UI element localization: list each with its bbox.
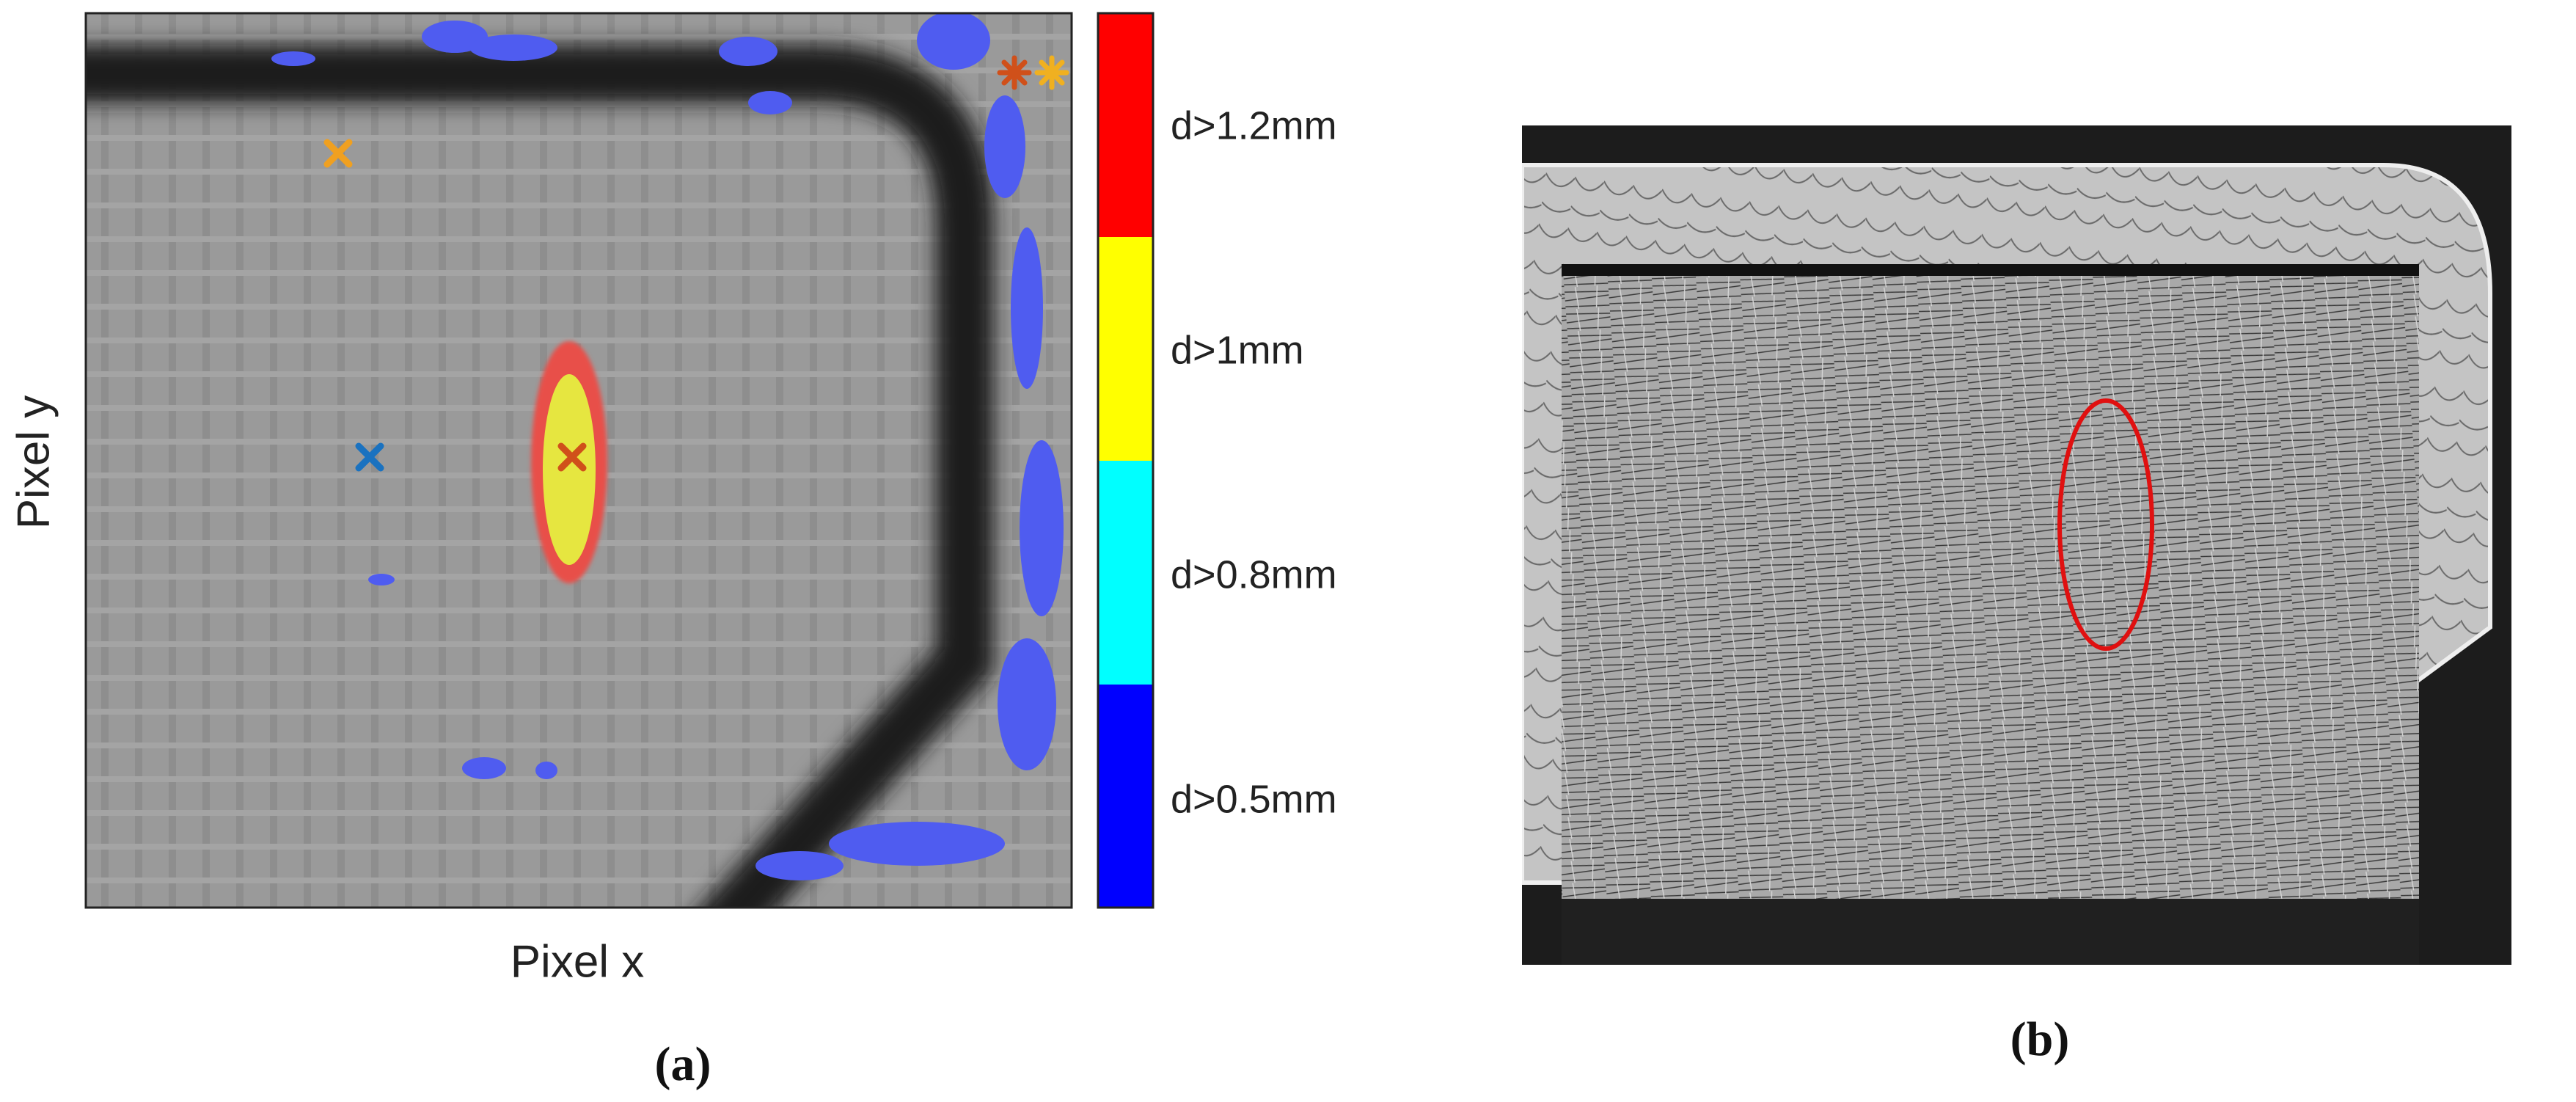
colorbar-segment bbox=[1098, 461, 1153, 685]
top-bar bbox=[1562, 264, 2419, 276]
caption-a: (a) bbox=[655, 1037, 711, 1091]
dark-edge bbox=[86, 45, 994, 908]
colorbar: d>1.2mm d>1mm d>0.8mm d>0.5mm bbox=[1097, 12, 1337, 909]
x-axis-label: Pixel x bbox=[511, 936, 645, 987]
panel-a-image bbox=[86, 13, 1072, 908]
colorbar-label: d>1mm bbox=[1171, 328, 1304, 372]
inner-base bbox=[1562, 899, 2419, 965]
colorbar-label: d>0.8mm bbox=[1171, 552, 1337, 596]
markers bbox=[323, 55, 1069, 472]
inner-region bbox=[1562, 264, 2419, 899]
yellow-region bbox=[543, 374, 596, 565]
colorbar-label: d>1.2mm bbox=[1171, 103, 1337, 147]
colorbar-frame bbox=[1097, 12, 1155, 909]
y-axis-label: Pixel y bbox=[8, 395, 59, 530]
colorbar-segment bbox=[1098, 13, 1153, 237]
panel-a-frame bbox=[84, 12, 1073, 909]
blue-patches bbox=[271, 13, 1064, 880]
colorbar-label: d>0.5mm bbox=[1171, 777, 1337, 821]
colorbar-segment bbox=[1098, 237, 1153, 461]
colorbar-segment bbox=[1098, 685, 1153, 908]
caption-b: (b) bbox=[2010, 1012, 2070, 1066]
panel-b-image bbox=[1522, 125, 2511, 965]
highlight-ellipse bbox=[2057, 398, 2154, 651]
